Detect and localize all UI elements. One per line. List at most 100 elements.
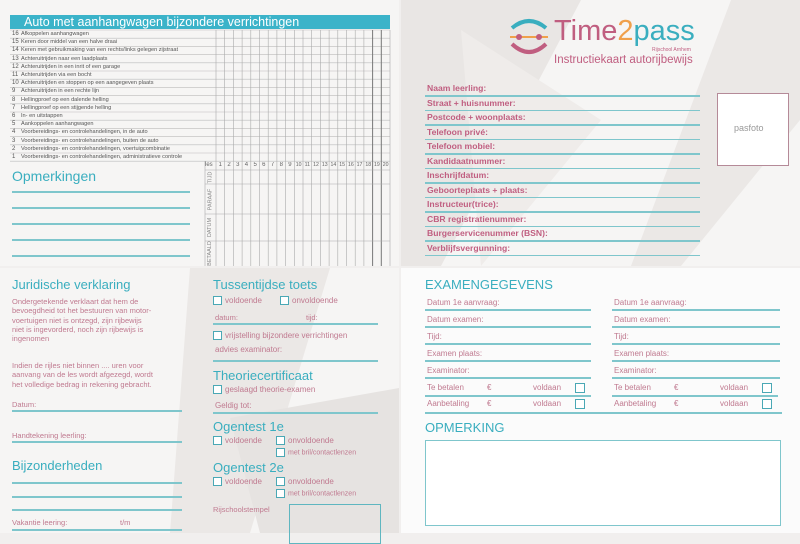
task-number: 1 — [12, 154, 16, 160]
eye-pass[interactable]: voldoende — [213, 436, 262, 446]
checkbox[interactable] — [213, 385, 222, 395]
field-label: CBR registratienummer: — [427, 213, 527, 224]
currency: € — [487, 383, 492, 392]
label: onvoldoende — [288, 477, 334, 486]
vacation-until: t/m — [120, 518, 131, 527]
field-line[interactable] — [425, 167, 700, 169]
checkbox[interactable] — [276, 436, 285, 446]
field-line[interactable] — [425, 153, 700, 155]
checkbox[interactable] — [276, 489, 285, 498]
task-number: 5 — [12, 121, 16, 128]
task-row: 15 Keren door middel van een halve draai — [12, 39, 117, 46]
lesson-number: 16 — [347, 162, 354, 168]
task-number: 15 — [12, 39, 19, 46]
lesson-number: 6 — [262, 162, 266, 168]
signature-label: Handtekening leerling: — [12, 431, 87, 440]
label: voldoende — [225, 477, 262, 486]
checkbox[interactable] — [280, 296, 289, 306]
task-row: 6 In- en uitstappen — [12, 113, 63, 120]
remark-title: OPMERKING — [425, 420, 505, 435]
checkbox[interactable] — [213, 436, 222, 446]
checkbox[interactable] — [276, 477, 285, 487]
task-row: 12 Achteruitrijden in een inrit of een ga… — [12, 64, 120, 71]
stamp-label: Rijschoolstempel — [213, 505, 270, 514]
label: onvoldoende — [288, 436, 334, 445]
photo-box — [717, 93, 789, 166]
paid-label: voldaan — [720, 383, 749, 392]
field-line[interactable] — [425, 124, 700, 126]
legal-text: voertuigen niet is ontzegd, zijn rijbewi… — [12, 315, 142, 325]
interim-fail[interactable]: onvoldoende — [280, 296, 338, 306]
field-line[interactable] — [425, 138, 700, 140]
field-line[interactable] — [425, 182, 700, 184]
lesson-number: 7 — [270, 162, 275, 168]
paid-checkbox[interactable] — [762, 383, 772, 393]
task-number: 11 — [12, 72, 19, 78]
exemption[interactable]: vrijstelling bijzondere verrichtingen — [213, 331, 347, 341]
field-line[interactable] — [425, 109, 700, 111]
legal-title: Juridische verklaring — [12, 277, 131, 292]
legal-text: niet is ingevorderd, noch zijn rijbewijs… — [12, 324, 144, 334]
task-row: 11 Achteruitrijden via een bocht — [12, 72, 92, 79]
eye-glasses[interactable]: met bril/contactlenzen — [276, 448, 356, 457]
paid-label: voldaan — [533, 399, 562, 408]
task-label: Achteruitrijden in een inrit of een gara… — [21, 63, 121, 70]
lesson-number: 13 — [321, 162, 328, 168]
task-row: 4 Voorbereidings- en controlehandelingen,… — [12, 129, 148, 136]
paid-checkbox[interactable] — [575, 399, 585, 409]
task-row: 5 Aankoppelen aanhangwagen — [12, 121, 93, 128]
logo-subtext: Rijschool Arnhem — [652, 47, 691, 53]
exam-field: Datum examen: — [614, 315, 671, 324]
interim-pass[interactable]: voldoende — [213, 296, 262, 306]
legal-text: ingenomen — [12, 334, 50, 344]
field-line[interactable] — [425, 240, 700, 242]
task-row: 7 Hellingproef op een stijgende helling — [12, 105, 111, 112]
card-grid-side — [0, 0, 399, 266]
exam-field: Datum 1e aanvraag: — [614, 298, 687, 307]
task-number: 9 — [12, 88, 16, 95]
label: geslaagd theorie-examen — [225, 385, 316, 394]
pay-label: Aanbetaling — [427, 399, 470, 408]
exam-field: Examinator: — [427, 366, 470, 375]
eye-test-1-title: Ogentest 1e — [213, 419, 284, 434]
eye-pass[interactable]: voldoende — [213, 477, 262, 487]
checkbox[interactable] — [213, 331, 222, 341]
task-label: Voorbereidings- en controlehandelingen, … — [21, 137, 159, 144]
paid-checkbox[interactable] — [762, 399, 772, 409]
eye-test-2-title: Ogentest 2e — [213, 460, 284, 475]
advice-label: advies examinator: — [215, 345, 283, 354]
field-line[interactable] — [425, 196, 700, 198]
task-label: Voorbereidings- en controlehandelingen, … — [21, 145, 170, 152]
task-row: 16 Afkoppelen aanhangwagen — [12, 31, 89, 38]
task-row: 14 Keren met gebruikmaking van een rechts… — [12, 47, 178, 54]
task-number: 13 — [12, 55, 19, 62]
eye-glasses[interactable]: met bril/contactlenzen — [276, 489, 356, 498]
task-row: 3 Voorbereidings- en controlehandelingen,… — [12, 138, 158, 145]
field-label: Geboorteplaats + plaats: — [427, 184, 528, 195]
checkbox[interactable] — [213, 477, 222, 487]
field-line[interactable] — [425, 211, 700, 213]
lesson-number: 17 — [356, 162, 363, 168]
vertical-label: DATUM — [207, 217, 213, 238]
checkbox[interactable] — [276, 448, 285, 457]
task-number: 2 — [12, 145, 16, 152]
field-line[interactable] — [425, 95, 700, 97]
field-line[interactable] — [425, 254, 700, 256]
theory-pass[interactable]: geslaagd theorie-examen — [213, 385, 315, 395]
legal-text: het volledige bedrag in rekening gebrach… — [12, 379, 152, 389]
card-back-left — [0, 268, 399, 533]
task-number: 12 — [12, 63, 19, 70]
remarks-title: Opmerkingen — [12, 168, 97, 184]
lesson-number: 9 — [288, 162, 292, 168]
eye-fail[interactable]: onvoldoende — [276, 436, 334, 446]
paid-checkbox[interactable] — [575, 383, 585, 393]
eye-fail[interactable]: onvoldoende — [276, 477, 334, 487]
field-line[interactable] — [425, 225, 700, 227]
remark-box[interactable] — [425, 440, 781, 526]
checkbox[interactable] — [213, 296, 222, 306]
currency: € — [674, 399, 679, 408]
exam-field: Tijd: — [427, 332, 442, 341]
lesson-number: 4 — [244, 162, 249, 168]
exam-field: Examinator: — [614, 366, 657, 375]
exam-field: Datum 1e aanvraag: — [427, 298, 500, 307]
